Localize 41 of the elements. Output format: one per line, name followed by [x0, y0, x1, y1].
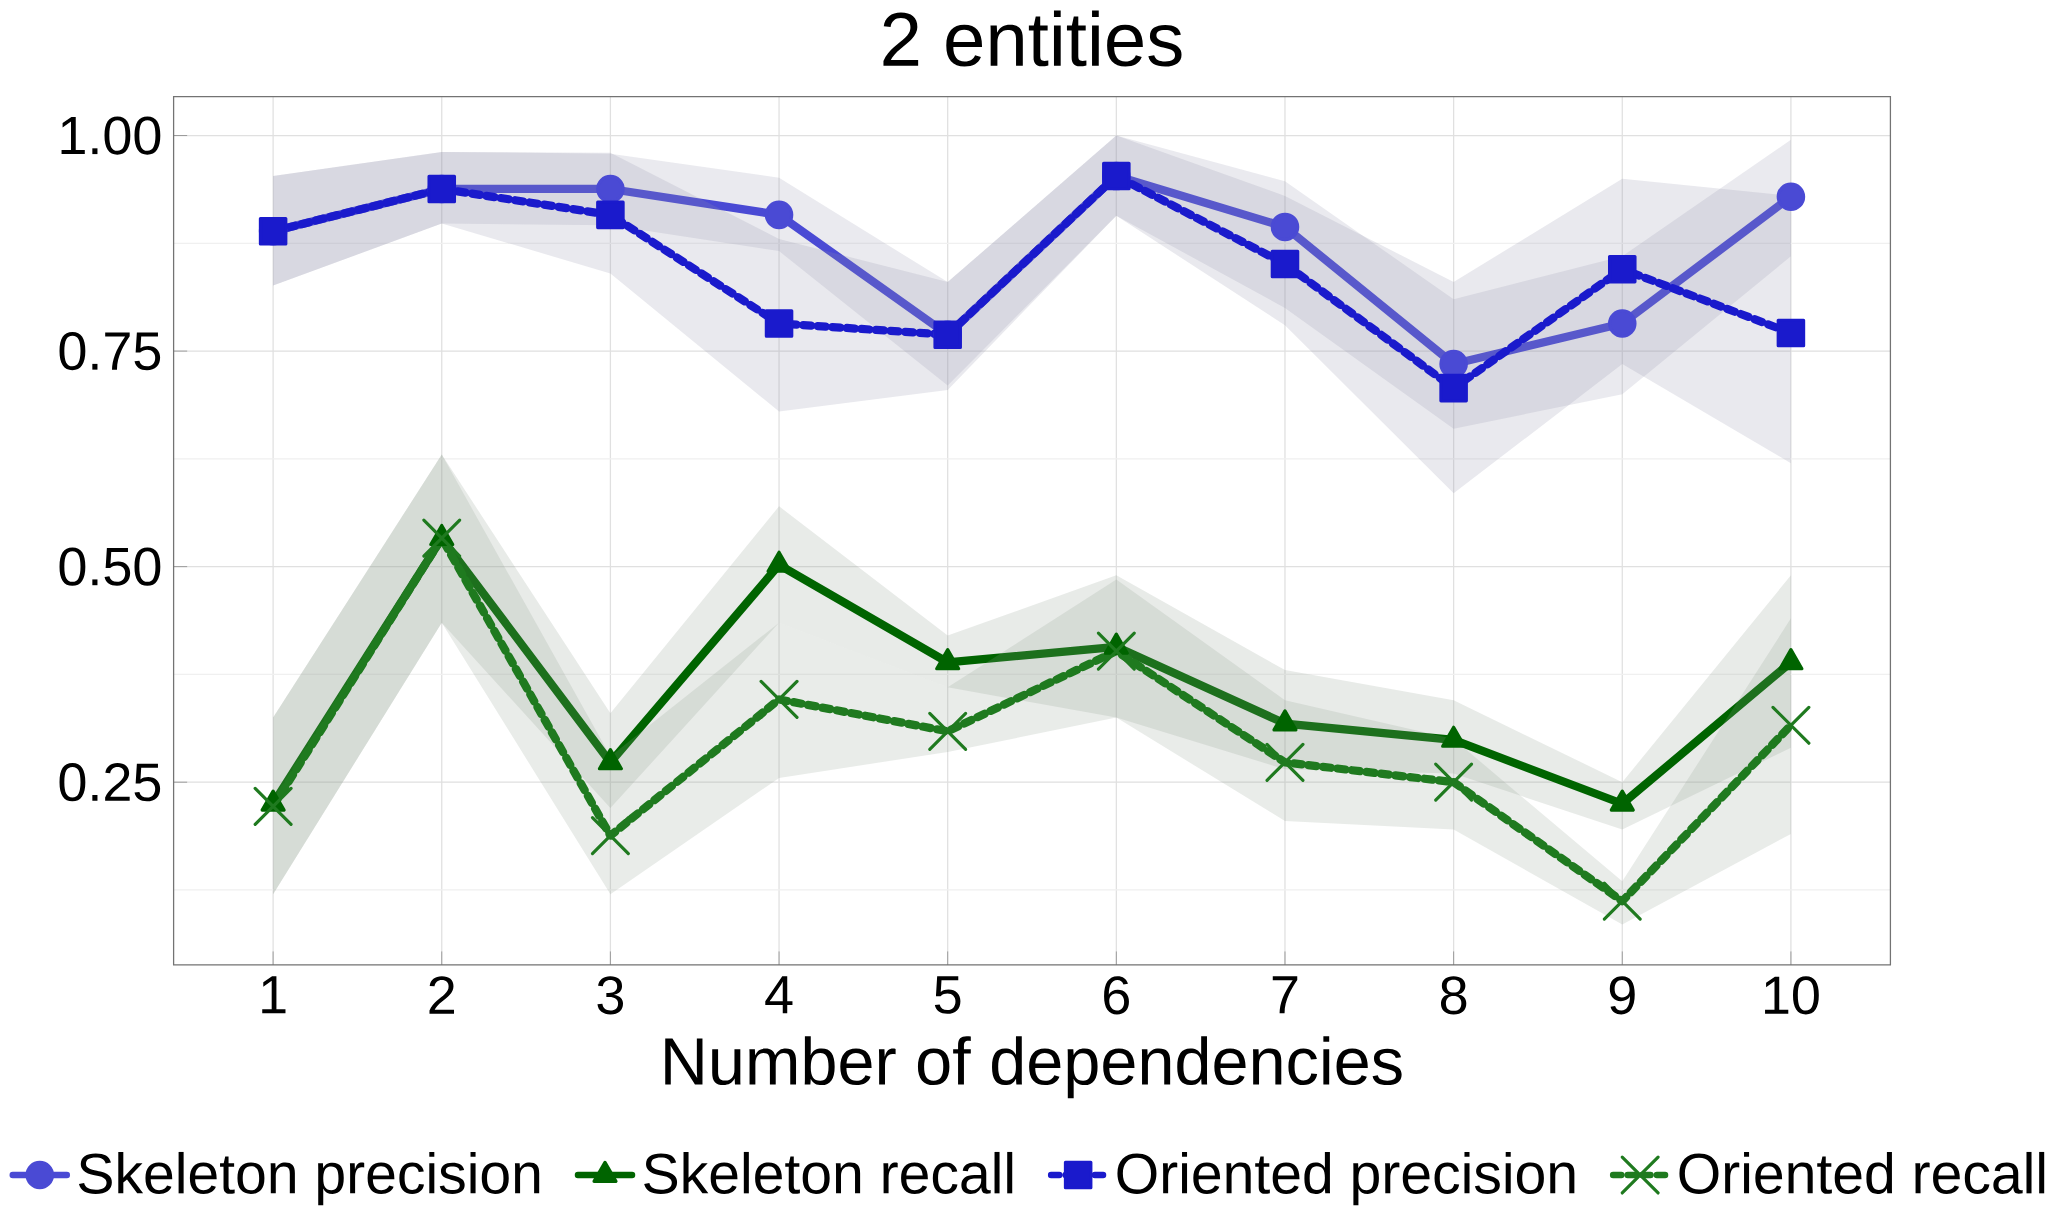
point — [764, 200, 794, 230]
x-tick-label: 1 — [262, 976, 286, 1014]
point — [1265, 742, 1305, 782]
y-tick-label: 0.50 — [59, 547, 161, 586]
point — [1270, 249, 1300, 279]
x-tick-label: 2 — [429, 976, 455, 1014]
x-tick-label: 10 — [1765, 976, 1819, 1015]
legend-label: Oriented precision — [1117, 1152, 1575, 1206]
legend-label: Skeleton precision — [78, 1152, 540, 1206]
x-tick-label: 3 — [597, 976, 624, 1015]
point — [1776, 182, 1806, 212]
point — [764, 309, 794, 338]
x-tick-label: 4 — [765, 976, 793, 1014]
x-tick-label: 6 — [1104, 976, 1129, 1015]
y-tick-label: 0.75 — [59, 332, 161, 371]
x-tick-label: 7 — [1272, 976, 1298, 1014]
point — [1434, 762, 1474, 802]
legend-label: Oriented recall — [1679, 1152, 2045, 1194]
point — [1602, 881, 1642, 921]
point — [590, 816, 630, 856]
point — [422, 518, 462, 558]
y-tick-label: 0.25 — [59, 763, 161, 802]
legend-label: Skeleton recall — [644, 1152, 1013, 1194]
point — [928, 711, 968, 751]
point — [1771, 705, 1811, 745]
point — [253, 786, 293, 826]
point — [1607, 255, 1637, 284]
point — [1776, 318, 1806, 348]
x-tick-label: 9 — [1609, 976, 1635, 1015]
point — [596, 174, 625, 204]
x-tick-label: 5 — [934, 976, 961, 1014]
x-axis-title: Number of dependencies — [665, 1036, 1402, 1099]
point — [759, 679, 799, 720]
point — [1439, 373, 1468, 403]
point — [1607, 309, 1637, 338]
point — [1096, 631, 1136, 671]
chart-title: 2 entities — [883, 10, 1182, 67]
point — [1270, 212, 1300, 242]
y-tick-label: 1.00 — [61, 116, 161, 155]
point — [596, 200, 625, 230]
x-tick-label: 8 — [1440, 976, 1467, 1015]
